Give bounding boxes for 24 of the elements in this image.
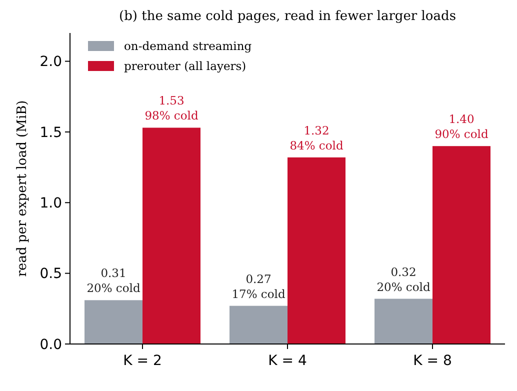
chart-title: (b) the same cold pages, read in fewer larger loads [119,9,456,24]
y-axis-title: read per expert load (MiB) [15,100,30,277]
data-label: 0.32 20% cold [376,264,431,294]
y-tick-label: 2.0 [40,54,62,70]
bar [230,306,288,344]
data-label: 1.53 98% cold [144,94,199,123]
y-tick-label: 1.5 [40,124,62,141]
data-label: 0.27 17% cold [232,272,286,301]
bar [374,298,432,344]
data-label: 1.40 90% cold [434,112,489,142]
bar [142,128,200,344]
legend-label: on-demand streaming [124,39,252,53]
x-tick-label: K = 8 [413,353,452,369]
legend-label: prerouter (all layers) [124,59,246,73]
data-label: 0.31 20% cold [86,266,141,296]
bar [84,300,142,344]
bar [288,157,346,344]
x-tick-label: K = 4 [268,353,307,369]
y-tick-label: 1.0 [40,196,62,212]
y-tick-label: 0.5 [40,266,62,282]
y-tick-label: 0.0 [40,336,62,353]
x-tick-label: K = 2 [123,353,162,369]
data-label: 1.32 84% cold [290,123,344,152]
bar [432,146,490,344]
